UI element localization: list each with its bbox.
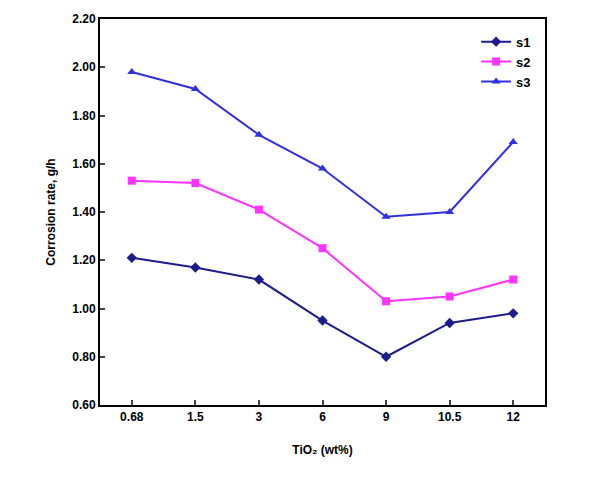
svg-text:s1: s1 [516, 35, 530, 50]
svg-text:12: 12 [507, 410, 521, 424]
svg-text:9: 9 [383, 410, 390, 424]
svg-text:1.00: 1.00 [72, 302, 96, 316]
svg-text:1.40: 1.40 [72, 205, 96, 219]
svg-text:0.68: 0.68 [120, 410, 144, 424]
svg-text:2.00: 2.00 [72, 60, 96, 74]
svg-text:1.80: 1.80 [72, 109, 96, 123]
svg-text:1.20: 1.20 [72, 253, 96, 267]
svg-text:1.60: 1.60 [72, 157, 96, 171]
svg-text:10.5: 10.5 [438, 410, 462, 424]
svg-text:2.20: 2.20 [72, 12, 96, 26]
svg-text:s2: s2 [516, 55, 530, 70]
svg-text:1.5: 1.5 [187, 410, 204, 424]
svg-text:TiO₂ (wt%): TiO₂ (wt%) [292, 443, 352, 457]
svg-text:6: 6 [319, 410, 326, 424]
svg-text:0.80: 0.80 [72, 350, 96, 364]
svg-text:Corrosion rate, g/h: Corrosion rate, g/h [44, 158, 58, 265]
svg-text:0.60: 0.60 [72, 398, 96, 412]
svg-text:3: 3 [256, 410, 263, 424]
svg-text:s3: s3 [516, 75, 530, 90]
